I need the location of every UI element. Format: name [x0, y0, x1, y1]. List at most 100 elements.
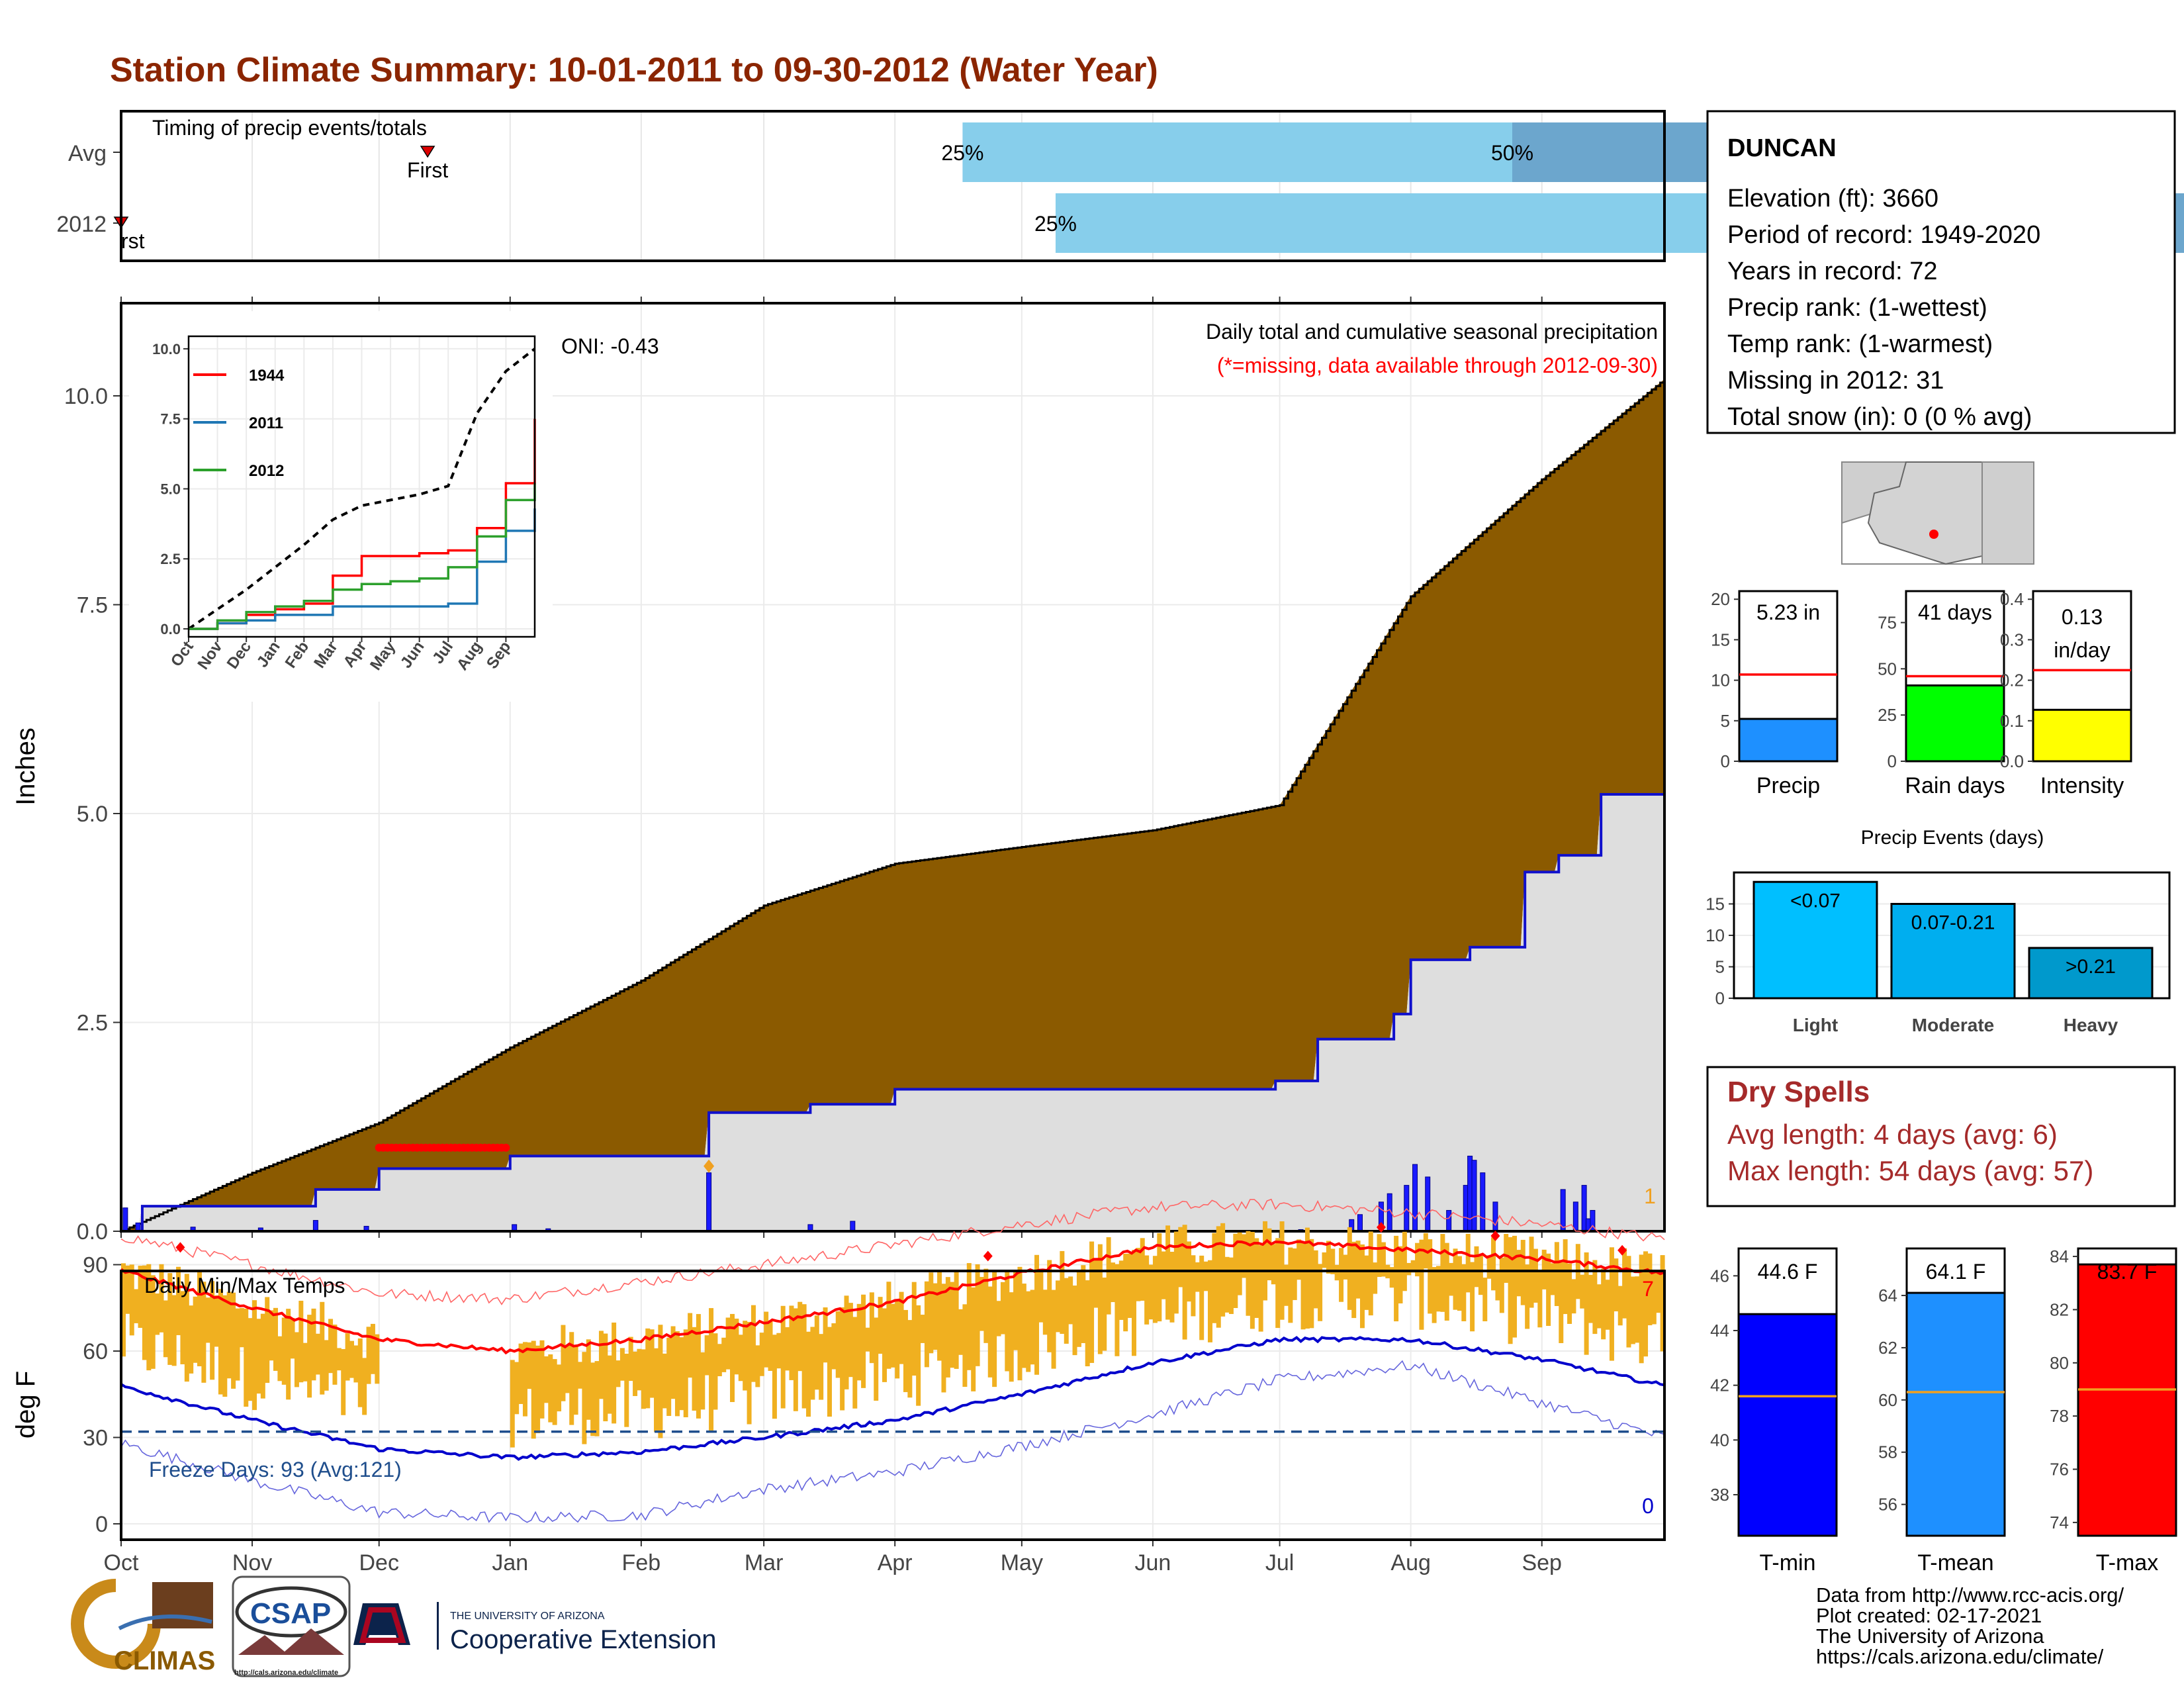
daily-temp-bar [324, 1340, 329, 1391]
daily-temp-bar [1042, 1289, 1048, 1335]
daily-temp-bar [1136, 1248, 1141, 1301]
daily-temp-bar [654, 1348, 659, 1432]
precip-events-bar-label: 0.07-0.21 [1911, 912, 1995, 934]
daily-temp-bar [1651, 1270, 1657, 1325]
daily-temp-bar [1309, 1239, 1314, 1329]
daily-temp-bar [155, 1293, 160, 1335]
daily-temp-bar [176, 1266, 181, 1335]
daily-temp-bar [975, 1264, 980, 1366]
daily-temp-bar [265, 1297, 270, 1383]
daily-temp-bar [1068, 1276, 1073, 1325]
daily-temp-bar [548, 1354, 553, 1423]
temp-bar-value [2077, 1263, 2177, 1537]
daily-temp-bar [658, 1325, 663, 1438]
daily-temp-bar [1207, 1260, 1212, 1342]
daily-temp-bar [1381, 1242, 1386, 1277]
dry-spells-avg: Avg length: 4 days (avg: 6) [1727, 1119, 2058, 1150]
daily-temp-bar [1478, 1254, 1483, 1295]
temp-x-tick-label: Feb [622, 1550, 661, 1575]
precip-panel-title: Daily total and cumulative seasonal prec… [1206, 320, 1658, 344]
daily-temp-bar [1444, 1243, 1449, 1321]
daily-temp-bar [823, 1307, 828, 1363]
daily-temp-bar [518, 1343, 523, 1404]
daily-temp-bar [1267, 1228, 1272, 1281]
record-high-marker [1490, 1231, 1500, 1241]
daily-temp-bar [1410, 1260, 1416, 1273]
temp-x-tick-label: Oct [104, 1550, 139, 1575]
daily-temp-bar [248, 1318, 253, 1401]
daily-temp-bar [721, 1337, 727, 1372]
mini-bar-value [2032, 708, 2132, 763]
mini-bar-y-tick-label: 20 [1711, 589, 1730, 609]
daily-temp-bar [1499, 1257, 1504, 1313]
credit-line: Data from http://www.rcc-acis.org/ [1816, 1583, 2124, 1607]
daily-temp-bar [924, 1281, 929, 1368]
daily-temp-bar [899, 1291, 904, 1364]
daily-temp-bar [1178, 1227, 1183, 1288]
daily-temp-bar [962, 1304, 968, 1387]
daily-temp-bar [1199, 1255, 1205, 1340]
daily-temp-bar [709, 1308, 714, 1432]
daily-temp-bar [950, 1282, 955, 1368]
daily-temp-bar [1288, 1247, 1293, 1323]
temp-bar-y-tick-label: 76 [2050, 1460, 2069, 1479]
timing-row-label: 2012 [56, 212, 107, 237]
daily-temp-bar [345, 1333, 350, 1381]
daily-precip-bar [1425, 1176, 1431, 1232]
precip-y-axis-label: Inches [11, 727, 40, 806]
daily-temp-bar [852, 1317, 858, 1409]
credits: Data from http://www.rcc-acis.org/ Plot … [1816, 1583, 2124, 1668]
daily-temp-bar [1559, 1260, 1564, 1344]
year-cumulative-line [121, 792, 1664, 1233]
daily-temp-bar [244, 1308, 249, 1407]
daily-temp-bar [700, 1352, 705, 1410]
avg-min-line [120, 1336, 1665, 1461]
daily-temp-bar [637, 1348, 642, 1391]
climas-logo: CLIMAS [71, 1579, 215, 1675]
mini-bar-y-tick-label: 10 [1711, 671, 1730, 690]
daily-temp-bar [1512, 1235, 1517, 1338]
daily-temp-bar [1339, 1248, 1344, 1302]
daily-temp-bar [370, 1323, 375, 1374]
daily-temp-bar [1055, 1280, 1060, 1333]
daily-temp-bar [1402, 1231, 1407, 1291]
daily-temp-bar [1550, 1263, 1555, 1295]
daily-temp-bar [848, 1303, 853, 1378]
daily-temp-bar [1635, 1276, 1640, 1343]
daily-temp-bar [966, 1263, 972, 1370]
daily-temp-bar [674, 1331, 680, 1417]
daily-temp-bar [590, 1362, 596, 1436]
daily-temp-bar [1148, 1264, 1154, 1320]
missing-day-marker [502, 1143, 510, 1152]
daily-temp-bar [920, 1315, 925, 1343]
daily-temp-bar [772, 1335, 777, 1419]
daily-temp-bar [1537, 1272, 1543, 1328]
daily-temp-bar [1030, 1289, 1035, 1365]
daily-temp-bar [552, 1359, 557, 1425]
daily-temp-bar [531, 1340, 536, 1439]
daily-temp-bar [759, 1333, 764, 1376]
mini-bar-y-tick-label: 0.0 [2000, 751, 2024, 771]
mini-bar-y-tick-label: 25 [1878, 705, 1897, 725]
daily-temp-bar [277, 1336, 283, 1382]
station-line: Period of record: 1949-2020 [1727, 221, 2040, 249]
mini-bar-label: Intensity [2040, 773, 2124, 798]
daily-precip-bar [312, 1220, 318, 1232]
daily-temp-bar [320, 1301, 325, 1395]
timing-box-lower [962, 122, 1512, 182]
daily-temp-bar [510, 1360, 515, 1448]
daily-temp-bar [713, 1333, 718, 1410]
daily-temp-bar [1364, 1255, 1369, 1310]
record-high-marker [983, 1250, 993, 1262]
temp-bar-y-tick-label: 78 [2050, 1406, 2069, 1426]
daily-temp-bar [704, 1335, 709, 1376]
daily-temp-bar [979, 1277, 984, 1331]
daily-temp-bar [929, 1272, 934, 1354]
precip-y-tick-label: 7.5 [77, 593, 108, 618]
temp-bar-y-tick-label: 62 [1878, 1338, 1897, 1358]
daily-temp-bar [1250, 1231, 1255, 1329]
daily-temp-bar [527, 1342, 532, 1389]
daily-temp-bar [725, 1317, 731, 1370]
temp-bar-label: T-min [1760, 1550, 1816, 1575]
daily-temp-bar [633, 1351, 638, 1396]
